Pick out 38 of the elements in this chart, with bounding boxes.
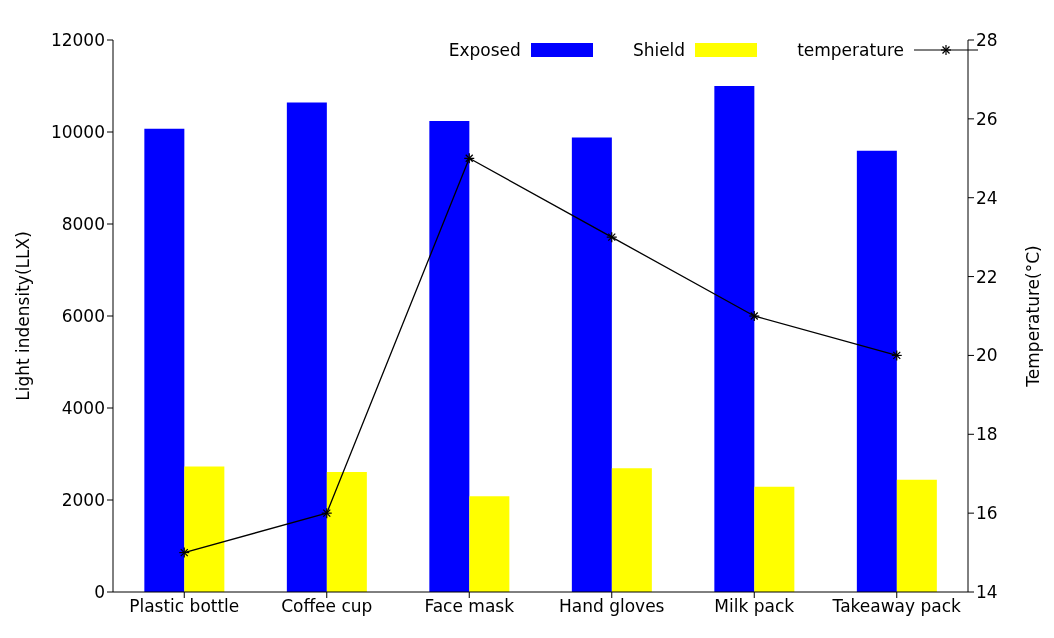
- bar: [144, 128, 185, 592]
- bar: [286, 102, 327, 592]
- y-tick-label: 10000: [50, 122, 105, 143]
- y-axis-title: Light indensity(LLX): [13, 231, 34, 401]
- legend-label: Shield: [632, 40, 686, 60]
- x-tick-label: Coffee cup: [281, 596, 373, 617]
- x-tick-label: Plastic bottle: [129, 596, 240, 617]
- y2-tick-label: 20: [976, 345, 998, 366]
- y2-axis-title: Temperature(°C): [1023, 245, 1044, 388]
- y2-tick-label: 14: [976, 582, 998, 603]
- y-tick-label: 8000: [61, 214, 105, 235]
- x-tick-label: Takeaway pack: [831, 596, 962, 617]
- bar: [429, 120, 470, 592]
- bar: [754, 486, 795, 592]
- y2-tick-label: 18: [976, 424, 998, 445]
- bar: [611, 468, 652, 592]
- bar: [856, 150, 897, 592]
- bar: [896, 479, 937, 592]
- bar: [571, 137, 612, 592]
- y2-tick-label: 28: [976, 30, 998, 51]
- x-tick-label: Hand gloves: [559, 596, 665, 617]
- y2-tick-label: 26: [976, 108, 998, 129]
- y-tick-label: 12000: [50, 30, 105, 51]
- y2-tick-label: 22: [976, 266, 998, 287]
- legend-label: Exposed: [448, 40, 521, 60]
- y2-tick-label: 24: [976, 187, 998, 208]
- bar: [469, 496, 510, 592]
- x-tick-label: Milk pack: [714, 596, 795, 617]
- y-tick-label: 6000: [61, 306, 105, 327]
- y-tick-label: 0: [94, 582, 105, 603]
- bar: [184, 466, 225, 592]
- y-tick-label: 2000: [61, 490, 105, 511]
- y-tick-label: 4000: [61, 398, 105, 419]
- legend-label: temperature: [797, 40, 904, 60]
- x-tick-label: Face mask: [424, 596, 515, 617]
- y2-tick-label: 16: [976, 503, 998, 524]
- bar: [326, 471, 367, 592]
- bar: [714, 86, 755, 592]
